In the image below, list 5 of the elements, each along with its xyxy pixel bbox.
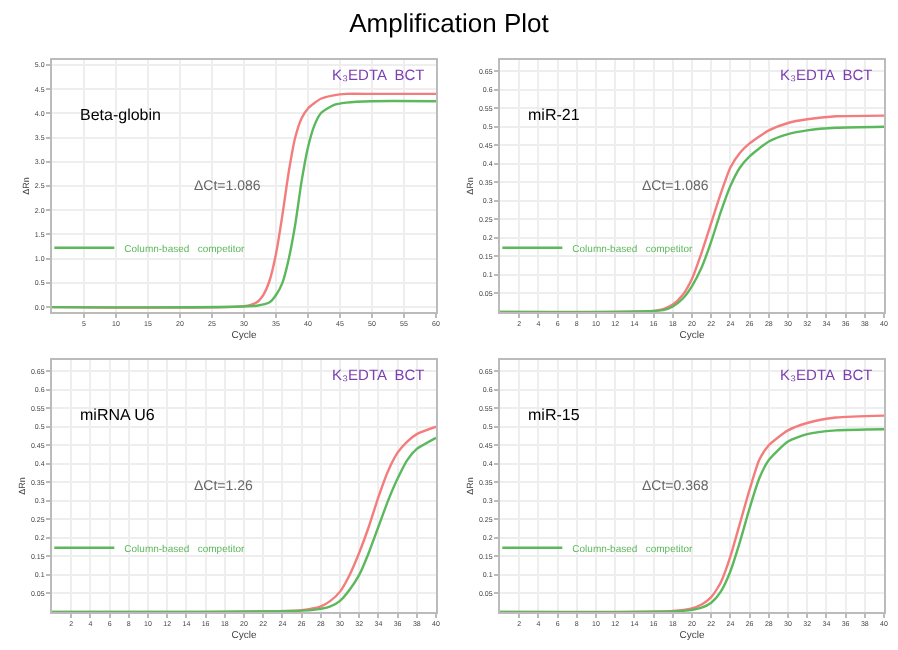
annotation: miRNA U6 <box>80 406 156 424</box>
chart-title: Amplification Plot <box>347 6 551 42</box>
annotation: Beta-globin <box>80 106 161 124</box>
annotation: miR-21 <box>528 106 581 124</box>
annotation: miR-15 <box>528 406 581 424</box>
